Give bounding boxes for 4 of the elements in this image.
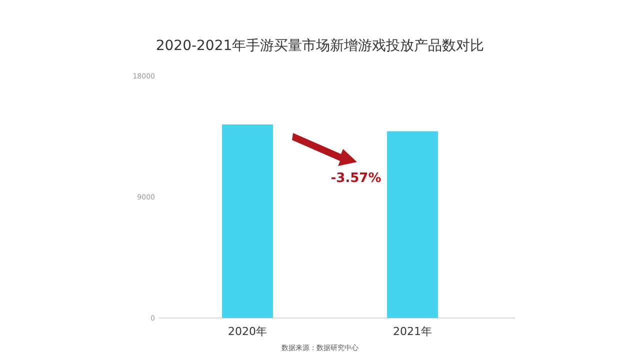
chart-title: 2020-2021年手游买量市场新增游戏投放产品数对比 [156, 38, 484, 54]
annotation: -3.57% [330, 171, 382, 186]
x-tick-label: 2021年 [393, 325, 432, 338]
x-tick-label: 2020年 [228, 325, 267, 338]
